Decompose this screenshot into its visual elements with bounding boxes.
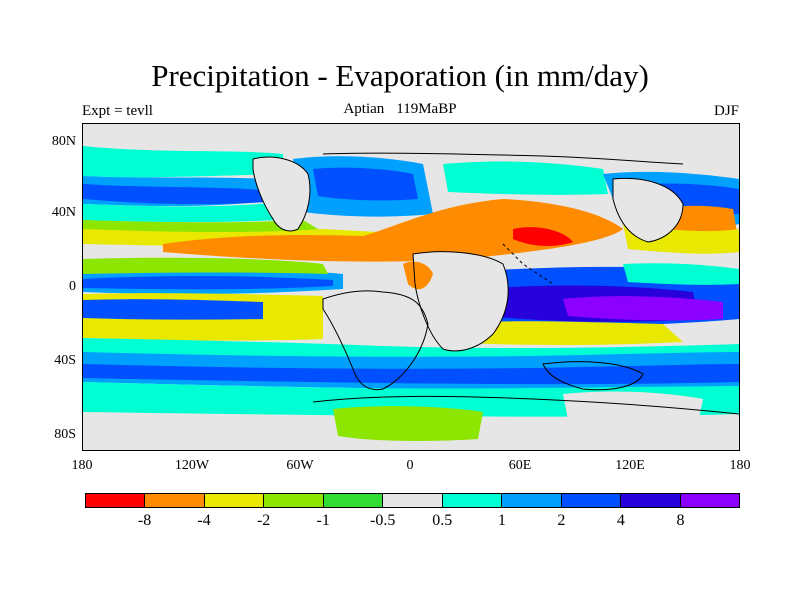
lon-label-60e: 60E — [508, 458, 532, 473]
colorbar-swatch — [383, 494, 443, 507]
antarctic-green-patch — [333, 406, 483, 441]
period-label: Aptian 119MaBP — [0, 101, 800, 118]
colorbar-swatch — [561, 494, 622, 507]
lat-label-0: 0 — [69, 279, 76, 294]
equator-west-deepblue — [83, 276, 333, 290]
lat-label-40n: 40N — [51, 205, 76, 220]
colorbar-label: -8 — [137, 512, 152, 529]
north-ocean-cyan — [83, 146, 283, 178]
colorbar-label: 4 — [616, 512, 625, 529]
south-indian-yellow — [443, 321, 683, 345]
season-label: DJF — [713, 103, 739, 119]
coast-tethys-islands — [502, 243, 554, 285]
colorbar-label: -0.5 — [370, 512, 396, 529]
colorbar — [85, 493, 740, 508]
south-storm-track — [83, 364, 739, 385]
colorbar-label: -2 — [256, 512, 271, 529]
colorbar-swatch — [680, 494, 739, 507]
colorbar-label: 8 — [676, 512, 685, 529]
north-pacific-cyan-band — [83, 202, 293, 223]
equator-north-green — [83, 257, 328, 274]
antarctica-west — [83, 423, 323, 450]
colorbar-swatch — [502, 494, 562, 507]
map-panel — [82, 123, 740, 451]
period-age: 119MaBP — [396, 101, 457, 117]
indo-pacific-violet — [563, 296, 723, 321]
coast-south-america — [322, 290, 429, 391]
west-pacific-cyan — [623, 263, 739, 285]
colorbar-swatch — [86, 494, 146, 507]
coast-north-america — [252, 156, 311, 232]
colorbar-swatch — [145, 494, 205, 507]
south-pacific-blue-tongue — [83, 299, 263, 320]
coast-antarctica — [312, 395, 739, 415]
lon-label-180e: 180 — [729, 458, 751, 473]
north-atlantic-deepblue — [313, 167, 418, 201]
coastlines — [252, 152, 739, 415]
lat-label-80n: 80N — [51, 134, 76, 149]
lon-label-120w: 120W — [174, 458, 210, 473]
north-pacific-blue — [83, 184, 268, 205]
colorbar-label: 1 — [497, 512, 506, 529]
africa-west-orange — [403, 261, 433, 290]
lat-label-40s: 40S — [54, 353, 76, 368]
colorbar-swatch — [323, 494, 384, 507]
africa-land — [413, 251, 509, 351]
lon-label-180w: 180 — [71, 458, 93, 473]
colorbar-swatch — [204, 494, 265, 507]
colorbar-swatch — [442, 494, 503, 507]
colorbar-swatch — [264, 494, 324, 507]
colorbar-label: 2 — [557, 512, 566, 529]
coast-africa — [412, 251, 509, 352]
north-subtropic-orange — [163, 199, 623, 262]
lon-label-120e: 120E — [615, 458, 645, 473]
coast-australia — [542, 361, 644, 391]
colorbar-label: -1 — [316, 512, 330, 529]
colorbar-swatch — [621, 494, 681, 507]
precip-evap-map — [83, 124, 739, 450]
north-america-land — [253, 157, 310, 231]
lon-label-0: 0 — [406, 458, 414, 473]
colorbar-label: -4 — [197, 512, 211, 529]
tethys-red-patch — [513, 227, 573, 246]
coast-east-asia — [612, 177, 684, 243]
asia-north-cyan — [443, 161, 608, 195]
map-title: Precipitation - Evaporation (in mm/day) — [151, 58, 649, 93]
lat-label-80s: 80S — [54, 427, 76, 442]
colorbar-label: 0.5 — [432, 512, 453, 529]
experiment-label: Expt = tevll — [82, 103, 153, 119]
coast-arctic — [322, 152, 684, 165]
east-asia-land — [613, 178, 683, 242]
australia-antarctic-gray — [563, 391, 703, 425]
lon-label-60w: 60W — [286, 458, 314, 473]
period-name: Aptian — [343, 101, 385, 117]
